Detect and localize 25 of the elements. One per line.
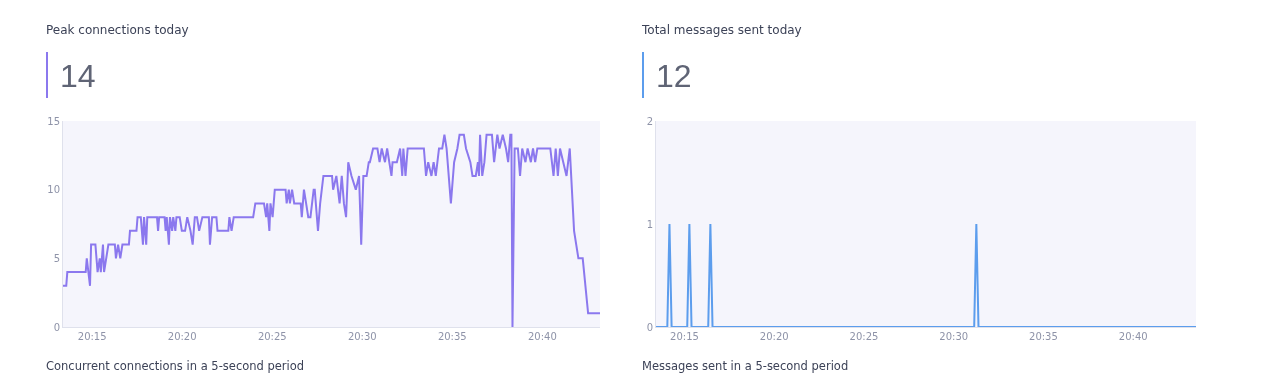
y-tick-label: 5 (53, 252, 60, 264)
y-tick-label: 10 (47, 184, 60, 196)
chart-title: Total messages sent today (642, 23, 802, 37)
chart-subtitle: 12 (656, 58, 692, 94)
x-tick-label: 20:25 (257, 331, 287, 342)
x-tick-label: 20:40 (528, 331, 557, 342)
x-tick-label: 20:15 (670, 331, 699, 342)
y-tick-label: 0 (646, 321, 653, 333)
x-tick-label: 20:20 (759, 331, 789, 342)
x-tick-label: 20:20 (167, 331, 197, 342)
x-tick-label: 20:30 (939, 331, 969, 342)
y-tick-label: 1 (646, 218, 653, 230)
text: Concurrent connections in a 5-second period (46, 359, 305, 373)
x-tick-label: 20:30 (347, 331, 377, 342)
x-tick-label: 20:35 (437, 331, 467, 342)
y-tick-label: 15 (47, 115, 60, 127)
text: Messages sent in a 5-second period (642, 359, 849, 373)
x-tick-label: 20:25 (849, 331, 879, 342)
y-tick-label: 0 (53, 321, 60, 333)
chart-title: Peak connections today (46, 23, 189, 37)
y-tick-label: 2 (646, 115, 653, 127)
x-tick-label: 20:35 (1029, 331, 1058, 342)
x-tick-label: 20:40 (1118, 331, 1148, 342)
x-tick-label: 20:15 (77, 331, 107, 342)
chart-subtitle: 14 (60, 58, 96, 94)
